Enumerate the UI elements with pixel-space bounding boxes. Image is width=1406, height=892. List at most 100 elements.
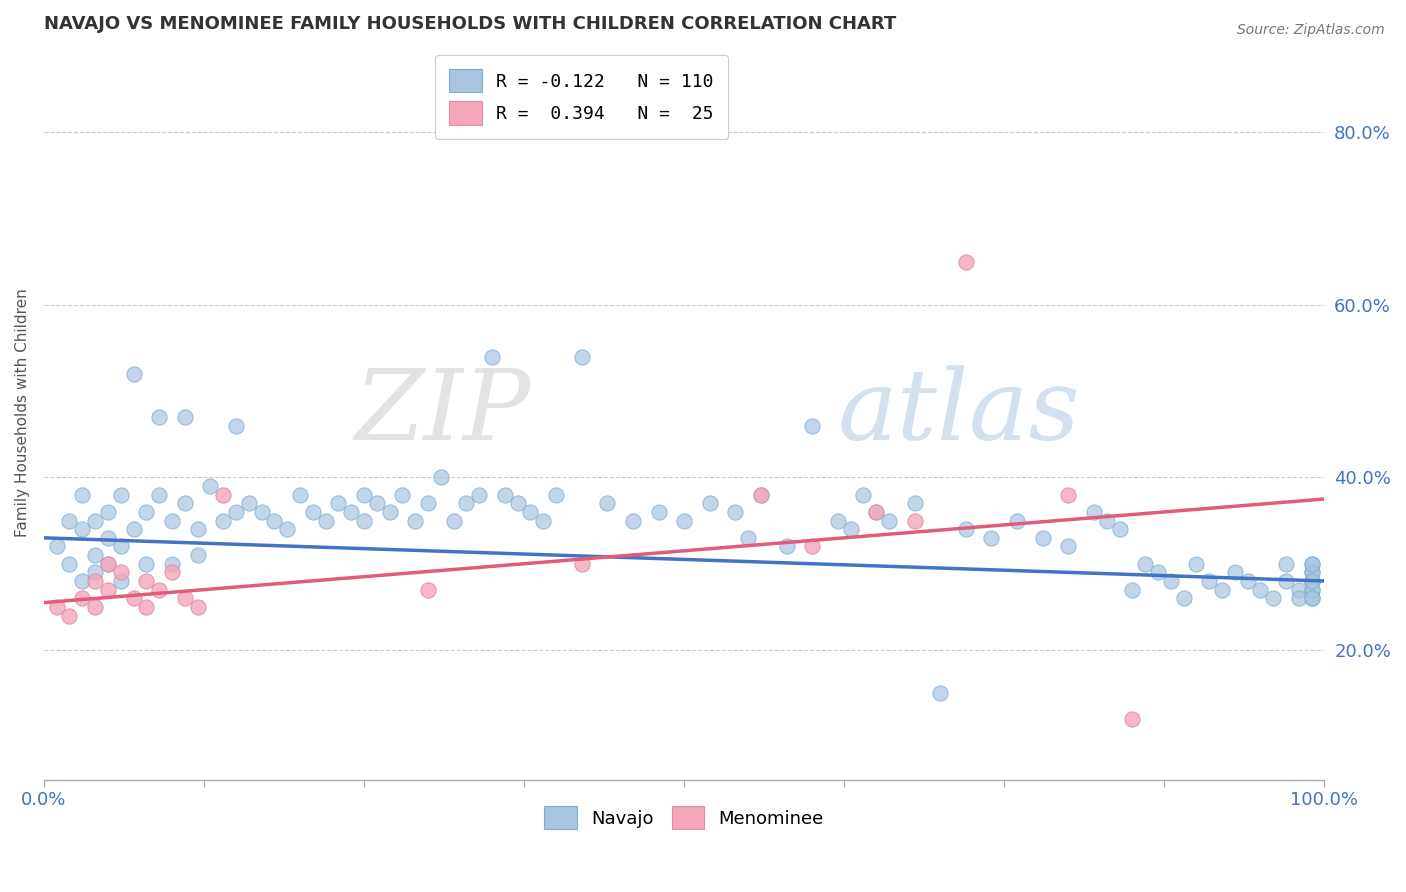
Point xyxy=(443,514,465,528)
Point xyxy=(110,488,132,502)
Point xyxy=(737,531,759,545)
Point xyxy=(1147,566,1170,580)
Point xyxy=(135,557,157,571)
Point xyxy=(1095,514,1118,528)
Point xyxy=(353,488,375,502)
Legend: Navajo, Menominee: Navajo, Menominee xyxy=(537,799,831,837)
Point xyxy=(839,522,862,536)
Point xyxy=(494,488,516,502)
Point xyxy=(404,514,426,528)
Point xyxy=(749,488,772,502)
Point xyxy=(1173,591,1195,606)
Point xyxy=(135,574,157,588)
Point xyxy=(1121,582,1143,597)
Point xyxy=(1275,574,1298,588)
Text: atlas: atlas xyxy=(838,365,1081,460)
Point xyxy=(173,496,195,510)
Point xyxy=(456,496,478,510)
Point xyxy=(481,350,503,364)
Point xyxy=(122,591,145,606)
Point xyxy=(1263,591,1285,606)
Point xyxy=(187,522,209,536)
Point xyxy=(84,514,107,528)
Point xyxy=(97,557,120,571)
Point xyxy=(160,566,183,580)
Point xyxy=(173,409,195,424)
Point xyxy=(571,350,593,364)
Point xyxy=(187,548,209,562)
Point xyxy=(1160,574,1182,588)
Point xyxy=(1121,712,1143,726)
Point xyxy=(546,488,568,502)
Point xyxy=(1301,566,1323,580)
Point xyxy=(904,496,927,510)
Point xyxy=(430,470,453,484)
Point xyxy=(1249,582,1271,597)
Point xyxy=(929,686,952,700)
Point xyxy=(328,496,350,510)
Point xyxy=(122,367,145,381)
Point xyxy=(263,514,285,528)
Point xyxy=(1108,522,1130,536)
Point xyxy=(212,514,235,528)
Point xyxy=(148,582,170,597)
Point xyxy=(160,557,183,571)
Point xyxy=(1301,582,1323,597)
Point xyxy=(1198,574,1220,588)
Point xyxy=(187,599,209,614)
Point xyxy=(647,505,669,519)
Point xyxy=(673,514,696,528)
Point xyxy=(1032,531,1054,545)
Point xyxy=(1211,582,1233,597)
Point xyxy=(353,514,375,528)
Point xyxy=(72,574,94,588)
Point xyxy=(506,496,529,510)
Point xyxy=(955,522,977,536)
Point xyxy=(1301,574,1323,588)
Text: Source: ZipAtlas.com: Source: ZipAtlas.com xyxy=(1237,23,1385,37)
Point xyxy=(904,514,927,528)
Point xyxy=(865,505,887,519)
Point xyxy=(110,566,132,580)
Point xyxy=(980,531,1002,545)
Point xyxy=(58,514,80,528)
Point xyxy=(596,496,619,510)
Point xyxy=(97,582,120,597)
Point xyxy=(801,418,824,433)
Point xyxy=(45,540,67,554)
Point xyxy=(58,608,80,623)
Text: NAVAJO VS MENOMINEE FAMILY HOUSEHOLDS WITH CHILDREN CORRELATION CHART: NAVAJO VS MENOMINEE FAMILY HOUSEHOLDS WI… xyxy=(44,15,896,33)
Point xyxy=(827,514,849,528)
Point xyxy=(72,522,94,536)
Point xyxy=(1301,591,1323,606)
Point xyxy=(340,505,363,519)
Point xyxy=(84,599,107,614)
Point xyxy=(276,522,298,536)
Point xyxy=(1301,557,1323,571)
Point xyxy=(955,254,977,268)
Point xyxy=(416,496,439,510)
Point xyxy=(250,505,273,519)
Point xyxy=(160,514,183,528)
Point xyxy=(1083,505,1105,519)
Point xyxy=(72,591,94,606)
Point xyxy=(1301,557,1323,571)
Point xyxy=(391,488,413,502)
Point xyxy=(378,505,401,519)
Point xyxy=(1236,574,1258,588)
Point xyxy=(775,540,797,554)
Point xyxy=(1301,574,1323,588)
Point xyxy=(1223,566,1246,580)
Point xyxy=(724,505,747,519)
Point xyxy=(1057,540,1080,554)
Point xyxy=(1185,557,1208,571)
Point xyxy=(72,488,94,502)
Point xyxy=(225,505,247,519)
Point xyxy=(110,540,132,554)
Point xyxy=(97,557,120,571)
Point xyxy=(801,540,824,554)
Point xyxy=(148,488,170,502)
Point xyxy=(225,418,247,433)
Point xyxy=(110,574,132,588)
Point xyxy=(135,599,157,614)
